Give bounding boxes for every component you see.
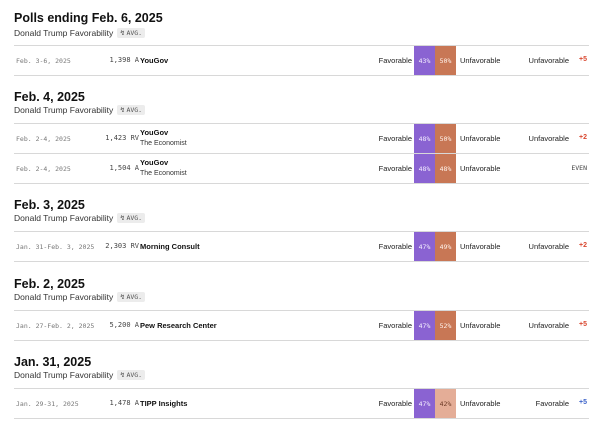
trend-icon: ↯	[120, 293, 125, 301]
poll-dates: Feb. 2-4, 2025	[16, 165, 71, 173]
unfavorable-value: 50%	[435, 124, 456, 153]
pollster-name[interactable]: YouGov	[140, 56, 169, 65]
sample-size: 5,200 A	[109, 321, 139, 329]
poll-row[interactable]: Feb. 2-4, 2025 1,423 RV YouGov The Econo…	[14, 123, 589, 153]
trend-icon: ↯	[120, 371, 125, 379]
poll-dates: Jan. 27-Feb. 2, 2025	[16, 322, 95, 330]
avg-button[interactable]: ↯ AVG.	[117, 105, 146, 115]
unfavorable-label: Unfavorable	[460, 399, 501, 408]
sponsor-name: The Economist	[140, 140, 187, 147]
favorable-label: Favorable	[378, 164, 412, 173]
race-label: Donald Trump Favorability	[14, 292, 114, 302]
poll-row[interactable]: Feb. 3-6, 2025 1,398 A YouGov Favorable …	[14, 45, 589, 76]
trend-icon: ↯	[120, 106, 125, 114]
favorable-label: Favorable	[378, 321, 412, 330]
group-subtitle: Donald Trump Favorability ↯ AVG.	[14, 292, 146, 302]
unfavorable-label: Unfavorable	[460, 56, 501, 65]
net-margin: +2	[579, 242, 587, 249]
unfavorable-value: 49%	[435, 232, 456, 261]
group-subtitle: Donald Trump Favorability ↯ AVG.	[14, 213, 146, 223]
unfavorable-label: Unfavorable	[460, 321, 501, 330]
unfavorable-value: 52%	[435, 311, 456, 340]
favorable-value: 47%	[414, 232, 435, 261]
sample-size: 2,303 RV	[105, 242, 139, 250]
group-date-heading: Feb. 3, 2025	[14, 198, 85, 212]
poll-row[interactable]: Jan. 31-Feb. 3, 2025 2,303 RV Morning Co…	[14, 231, 589, 262]
race-label: Donald Trump Favorability	[14, 28, 114, 38]
poll-dates: Feb. 3-6, 2025	[16, 57, 71, 65]
net-margin: +2	[579, 134, 587, 141]
unfavorable-value: 48%	[435, 154, 456, 183]
favorable-value: 43%	[414, 46, 435, 75]
trend-icon: ↯	[120, 29, 125, 37]
avg-label: AVG.	[126, 29, 143, 37]
group-date-heading: Jan. 31, 2025	[14, 355, 92, 369]
avg-label: AVG.	[126, 293, 143, 301]
favorable-label: Favorable	[378, 134, 412, 143]
favorable-label: Favorable	[378, 242, 412, 251]
net-result-label: Unfavorable	[528, 134, 569, 143]
unfavorable-label: Unfavorable	[460, 242, 501, 251]
poll-row[interactable]: Jan. 29-31, 2025 1,478 A TIPP Insights F…	[14, 388, 589, 419]
sample-size: 1,398 A	[109, 56, 139, 64]
avg-button[interactable]: ↯ AVG.	[117, 292, 146, 302]
race-label: Donald Trump Favorability	[14, 105, 114, 115]
group-date-heading: Feb. 2, 2025	[14, 277, 85, 291]
avg-button[interactable]: ↯ AVG.	[117, 213, 146, 223]
avg-label: AVG.	[126, 371, 143, 379]
unfavorable-value: 42%	[435, 389, 456, 418]
pollster-name[interactable]: YouGov	[140, 158, 169, 167]
race-label: Donald Trump Favorability	[14, 370, 114, 380]
poll-dates: Jan. 31-Feb. 3, 2025	[16, 243, 95, 251]
net-result-label: Unfavorable	[528, 242, 569, 251]
net-result-label: Favorable	[535, 399, 569, 408]
pollster-name[interactable]: YouGov	[140, 128, 169, 137]
avg-label: AVG.	[126, 106, 143, 114]
net-result-label: Unfavorable	[528, 56, 569, 65]
net-margin: +5	[579, 56, 587, 63]
favorable-value: 47%	[414, 389, 435, 418]
group-subtitle: Donald Trump Favorability ↯ AVG.	[14, 105, 146, 115]
pollster-name[interactable]: TIPP Insights	[140, 399, 188, 408]
group-date-heading: Feb. 4, 2025	[14, 90, 85, 104]
net-margin: +5	[579, 399, 587, 406]
favorable-value: 48%	[414, 124, 435, 153]
sample-size: 1,423 RV	[105, 134, 139, 142]
poll-dates: Jan. 29-31, 2025	[16, 400, 79, 408]
avg-label: AVG.	[126, 214, 143, 222]
net-margin: +5	[579, 321, 587, 328]
unfavorable-label: Unfavorable	[460, 134, 501, 143]
favorable-label: Favorable	[378, 399, 412, 408]
net-result-label: Unfavorable	[528, 321, 569, 330]
sample-size: 1,478 A	[109, 399, 139, 407]
favorable-value: 47%	[414, 311, 435, 340]
unfavorable-label: Unfavorable	[460, 164, 501, 173]
pollster-name[interactable]: Pew Research Center	[140, 321, 217, 330]
sample-size: 1,504 A	[109, 164, 139, 172]
race-label: Donald Trump Favorability	[14, 213, 114, 223]
group-subtitle: Donald Trump Favorability ↯ AVG.	[14, 370, 146, 380]
favorable-value: 48%	[414, 154, 435, 183]
unfavorable-value: 50%	[435, 46, 456, 75]
avg-button[interactable]: ↯ AVG.	[117, 28, 146, 38]
poll-row[interactable]: Feb. 2-4, 2025 1,504 A YouGov The Econom…	[14, 153, 589, 184]
group-subtitle: Donald Trump Favorability ↯ AVG.	[14, 28, 146, 38]
poll-row[interactable]: Jan. 27-Feb. 2, 2025 5,200 A Pew Researc…	[14, 310, 589, 341]
trend-icon: ↯	[120, 214, 125, 222]
pollster-name[interactable]: Morning Consult	[140, 242, 200, 251]
group-date-heading: Polls ending Feb. 6, 2025	[14, 11, 163, 25]
sponsor-name: The Economist	[140, 170, 187, 177]
avg-button[interactable]: ↯ AVG.	[117, 370, 146, 380]
net-margin: EVEN	[571, 164, 587, 172]
poll-dates: Feb. 2-4, 2025	[16, 135, 71, 143]
favorable-label: Favorable	[378, 56, 412, 65]
